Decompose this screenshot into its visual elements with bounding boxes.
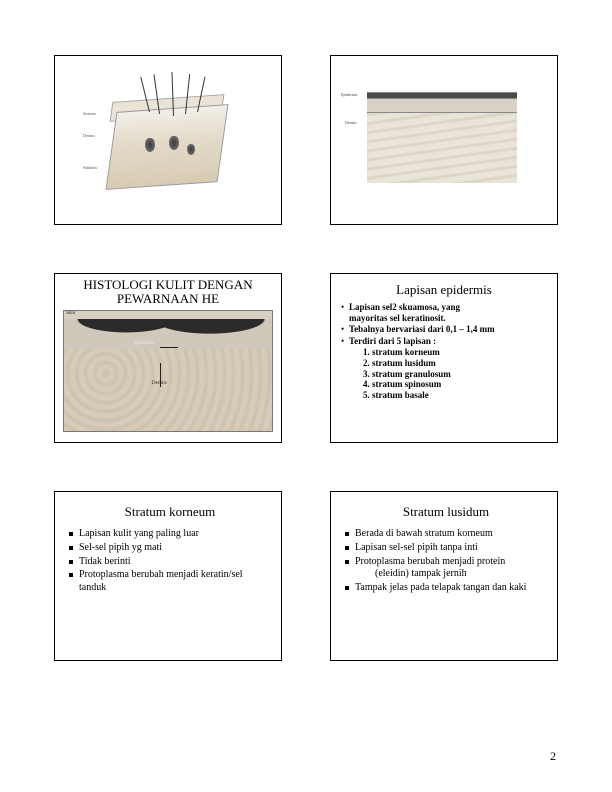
layer-item: 4. stratum spinosum: [363, 379, 547, 390]
layer-dermis: [367, 112, 517, 183]
arrow-icon: [160, 363, 161, 387]
skin-cross-section: Epidermis Dermis: [367, 92, 517, 182]
bullet: Terdiri dari 5 lapisan : 1. stratum korn…: [341, 336, 547, 401]
dermis-region: [64, 349, 272, 431]
bullet: Lapisan kulit yang paling luar: [69, 528, 271, 541]
follicle-icon: [145, 138, 155, 152]
histology-label-epidermis: Epidermis: [134, 341, 155, 346]
page-number: 2: [550, 749, 556, 764]
page: Stratum Dermis Subkutis Epidermis Dermis…: [0, 0, 612, 792]
slide-1: Stratum Dermis Subkutis: [54, 55, 282, 225]
bullet-text: Terdiri dari 5 lapisan :: [349, 336, 436, 346]
epidermis-band: [64, 319, 272, 349]
slide-2: Epidermis Dermis: [330, 55, 558, 225]
diagram-label: Epidermis: [341, 92, 357, 97]
bullet: Berada di bawah stratum korneum: [345, 528, 547, 541]
follicle-icon: [187, 144, 195, 155]
layer-upper-dermis: [367, 98, 517, 113]
bullet: Tidak berinti: [69, 556, 271, 569]
bullet-text: Lapisan sel2 skuamosa, yang: [349, 302, 460, 312]
bullet: Tampak jelas pada telapak tangan dan kak…: [345, 582, 547, 595]
skin-block: [106, 104, 229, 190]
histology-label-skin: Skin: [66, 311, 75, 316]
slide-6: Stratum lusidum Berada di bawah stratum …: [330, 491, 558, 661]
diagram-label: Dermis: [345, 120, 357, 125]
layer-item: 1. stratum korneum: [363, 347, 547, 358]
histology-image: Skin Epidermis Dermis: [63, 310, 273, 432]
bullet: Protoplasma berubah menjadi keratin/sel …: [69, 569, 271, 595]
slide-5-title: Stratum korneum: [69, 504, 271, 520]
slide-5: Stratum korneum Lapisan kulit yang palin…: [54, 491, 282, 661]
diagram-label: Dermis: [83, 134, 95, 138]
layer-list: 1. stratum korneum 2. stratum lusidum 3.…: [349, 347, 547, 400]
slide-3: HISTOLOGI KULIT DENGAN PEWARNAAN HE Skin…: [54, 273, 282, 443]
slide-4-bullets: Lapisan sel2 skuamosa, yang mayoritas se…: [341, 302, 547, 400]
bullet-text: mayoritas sel keratinosit.: [349, 313, 446, 323]
bullet-text: Protoplasma berubah menjadi protein: [355, 556, 505, 567]
bullet-text: (eleidin) tampak jernih: [355, 568, 467, 579]
title-line: HISTOLOGI KULIT DENGAN: [83, 277, 252, 292]
skin-3d-diagram: Stratum Dermis Subkutis: [83, 70, 253, 210]
slide-grid: Stratum Dermis Subkutis Epidermis Dermis…: [54, 55, 558, 661]
slide-4-title: Lapisan epidermis: [341, 282, 547, 298]
bullet-text: Tebalnya bervariasi dari 0,1 – 1,4 mm: [349, 324, 495, 334]
arrow-icon: [160, 347, 178, 348]
diagram-label: Stratum: [83, 112, 96, 116]
bullet: Protoplasma berubah menjadi protein (ele…: [345, 556, 547, 582]
follicle-icon: [169, 136, 179, 150]
slide-6-bullets: Berada di bawah stratum korneum Lapisan …: [345, 528, 547, 595]
layer-item: 2. stratum lusidum: [363, 358, 547, 369]
bullet: Sel-sel pipih yg mati: [69, 542, 271, 555]
layer-item: 3. stratum granulosum: [363, 369, 547, 380]
diagram-label: Subkutis: [83, 166, 97, 170]
bullet: Lapisan sel2 skuamosa, yang mayoritas se…: [341, 302, 547, 323]
title-line: PEWARNAAN HE: [117, 291, 219, 306]
layer-item: 5. stratum basale: [363, 390, 547, 401]
slide-5-bullets: Lapisan kulit yang paling luar Sel-sel p…: [69, 528, 271, 595]
bullet: Lapisan sel-sel pipih tanpa inti: [345, 542, 547, 555]
slide-3-title: HISTOLOGI KULIT DENGAN PEWARNAAN HE: [55, 274, 281, 307]
hair-icon: [171, 72, 174, 116]
bullet: Tebalnya bervariasi dari 0,1 – 1,4 mm: [341, 324, 547, 335]
slide-4: Lapisan epidermis Lapisan sel2 skuamosa,…: [330, 273, 558, 443]
slide-6-title: Stratum lusidum: [345, 504, 547, 520]
